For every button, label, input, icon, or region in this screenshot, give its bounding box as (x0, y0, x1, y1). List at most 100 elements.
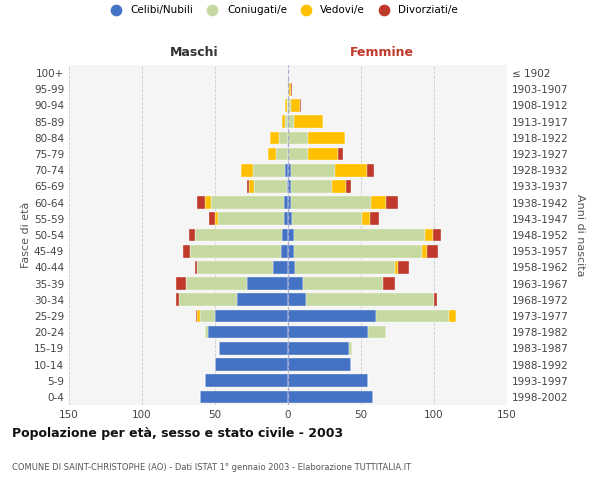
Bar (434, 294, 437, 306)
Bar (197, 196, 205, 209)
Bar (288, 196, 291, 209)
Bar (292, 212, 362, 225)
Bar (294, 228, 425, 241)
Bar (349, 342, 352, 354)
Bar (302, 278, 383, 290)
Bar (285, 164, 288, 176)
Bar (288, 228, 294, 241)
Bar (294, 245, 422, 258)
Bar (215, 310, 288, 322)
Bar (291, 83, 292, 96)
Bar (277, 148, 288, 160)
Bar (237, 294, 288, 306)
Bar (281, 245, 288, 258)
Bar (371, 196, 386, 209)
Bar (194, 261, 197, 274)
Bar (288, 310, 376, 322)
Bar (305, 294, 434, 306)
Bar (288, 164, 291, 176)
Bar (287, 99, 288, 112)
Bar (215, 212, 218, 225)
Bar (209, 212, 215, 225)
Bar (291, 180, 332, 192)
Text: Popolazione per età, sesso e stato civile - 2003: Popolazione per età, sesso e stato civil… (12, 428, 343, 440)
Bar (183, 245, 190, 258)
Bar (346, 180, 351, 192)
Bar (205, 196, 211, 209)
Bar (247, 180, 248, 192)
Bar (287, 180, 288, 192)
Bar (288, 148, 308, 160)
Bar (433, 228, 442, 241)
Bar (288, 116, 294, 128)
Bar (449, 310, 456, 322)
Bar (274, 261, 288, 274)
Bar (288, 326, 368, 338)
Bar (288, 342, 349, 354)
Bar (200, 310, 215, 322)
Bar (425, 228, 433, 241)
Bar (288, 374, 368, 387)
Bar (247, 278, 288, 290)
Bar (288, 390, 373, 403)
Bar (205, 326, 208, 338)
Bar (248, 180, 254, 192)
Bar (398, 261, 409, 274)
Bar (254, 180, 287, 192)
Bar (282, 228, 288, 241)
Bar (332, 180, 346, 192)
Bar (308, 148, 338, 160)
Bar (194, 228, 282, 241)
Bar (427, 245, 439, 258)
Bar (190, 245, 281, 258)
Bar (395, 261, 398, 274)
Bar (288, 132, 308, 144)
Bar (189, 228, 194, 241)
Text: COMUNE DI SAINT-CHRISTOPHE (AO) - Dati ISTAT 1° gennaio 2003 - Elaborazione TUTT: COMUNE DI SAINT-CHRISTOPHE (AO) - Dati I… (12, 462, 411, 471)
Bar (197, 310, 200, 322)
Bar (288, 180, 291, 192)
Bar (205, 374, 288, 387)
Bar (370, 212, 379, 225)
Bar (308, 132, 345, 144)
Text: Femmine: Femmine (350, 46, 414, 59)
Bar (291, 164, 335, 176)
Bar (241, 164, 253, 176)
Bar (284, 196, 288, 209)
Bar (338, 148, 343, 160)
Bar (362, 212, 370, 225)
Bar (291, 196, 371, 209)
Bar (288, 245, 294, 258)
Bar (200, 390, 288, 403)
Bar (367, 164, 374, 176)
Bar (253, 164, 285, 176)
Bar (368, 326, 386, 338)
Bar (208, 326, 288, 338)
Text: Maschi: Maschi (170, 46, 218, 59)
Bar (284, 212, 288, 225)
Bar (176, 294, 179, 306)
Bar (220, 342, 288, 354)
Bar (215, 358, 288, 371)
Bar (268, 148, 277, 160)
Bar (179, 294, 237, 306)
Bar (295, 261, 395, 274)
Bar (271, 132, 279, 144)
Bar (285, 116, 288, 128)
Y-axis label: Fasce di età: Fasce di età (21, 202, 31, 268)
Bar (282, 116, 285, 128)
Bar (299, 99, 301, 112)
Bar (176, 278, 186, 290)
Bar (279, 132, 288, 144)
Bar (376, 310, 449, 322)
Bar (288, 294, 305, 306)
Bar (288, 212, 292, 225)
Bar (197, 261, 274, 274)
Bar (196, 310, 197, 322)
Bar (186, 278, 247, 290)
Y-axis label: Anni di nascita: Anni di nascita (575, 194, 585, 276)
Bar (288, 99, 291, 112)
Bar (285, 99, 287, 112)
Bar (289, 83, 291, 96)
Bar (422, 245, 427, 258)
